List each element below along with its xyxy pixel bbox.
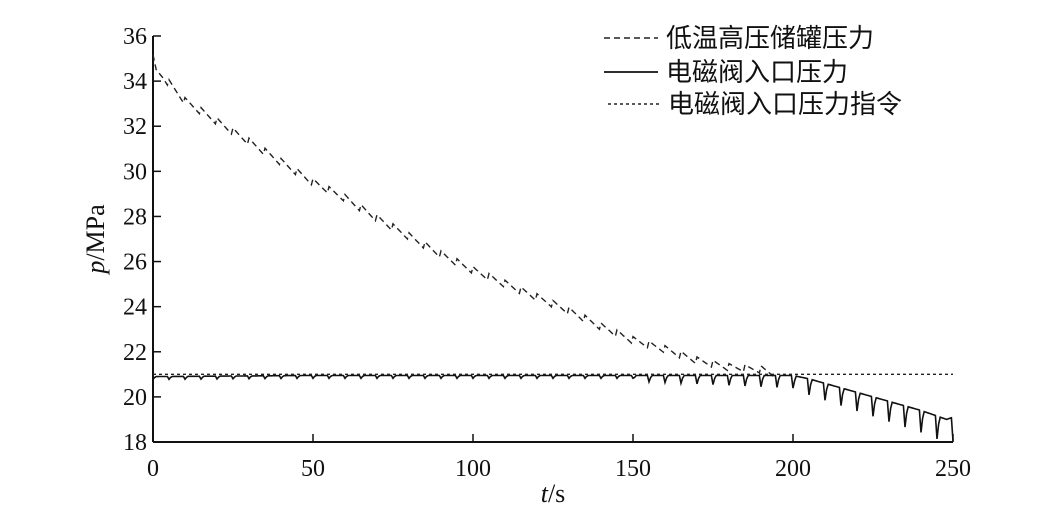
y-axis-unit: /MPa	[81, 204, 110, 261]
x-tick-label: 0	[147, 456, 159, 482]
series-layer	[152, 54, 954, 441]
y-tick-label: 30	[123, 159, 147, 185]
x-axis-var: t	[541, 479, 549, 508]
y-tick-label: 20	[123, 385, 147, 411]
legend-label-2: 电磁阀入口压力指令	[668, 90, 902, 120]
y-tick-label: 28	[123, 204, 147, 230]
legend-item-0: 低温高压储罐压力	[604, 24, 874, 54]
x-axis-unit: /s	[548, 479, 565, 508]
y-axis-var: p	[81, 261, 110, 276]
legend-label-0: 低温高压储罐压力	[666, 24, 874, 54]
y-ticks: 18 20 22 24 26 28 30 32 34 36	[123, 24, 161, 456]
y-tick-label: 32	[123, 114, 147, 140]
legend: 低温高压储罐压力 电磁阀入口压力 电磁阀入口压力指令	[604, 24, 902, 120]
y-tick-label: 18	[123, 430, 147, 456]
x-tick-label: 100	[455, 456, 491, 482]
series-line-1	[152, 374, 954, 441]
x-axis-title: t/s	[541, 479, 566, 508]
y-tick-label: 36	[123, 24, 147, 50]
x-ticks: 0 50 100 150 200 250	[147, 434, 971, 482]
legend-item-1: 电磁阀入口压力	[604, 58, 848, 88]
y-tick-label: 34	[123, 69, 147, 95]
x-tick-label: 200	[775, 456, 811, 482]
y-tick-label: 26	[123, 250, 147, 276]
x-tick-label: 50	[301, 456, 325, 482]
x-tick-label: 150	[615, 456, 651, 482]
y-tick-label: 24	[123, 295, 147, 321]
legend-label-1: 电磁阀入口压力	[666, 58, 848, 88]
y-axis-title: p/MPa	[81, 204, 110, 276]
series-line-0	[152, 54, 775, 378]
legend-item-2: 电磁阀入口压力指令	[608, 90, 902, 120]
y-tick-label: 22	[123, 340, 147, 366]
x-tick-label: 250	[935, 456, 971, 482]
